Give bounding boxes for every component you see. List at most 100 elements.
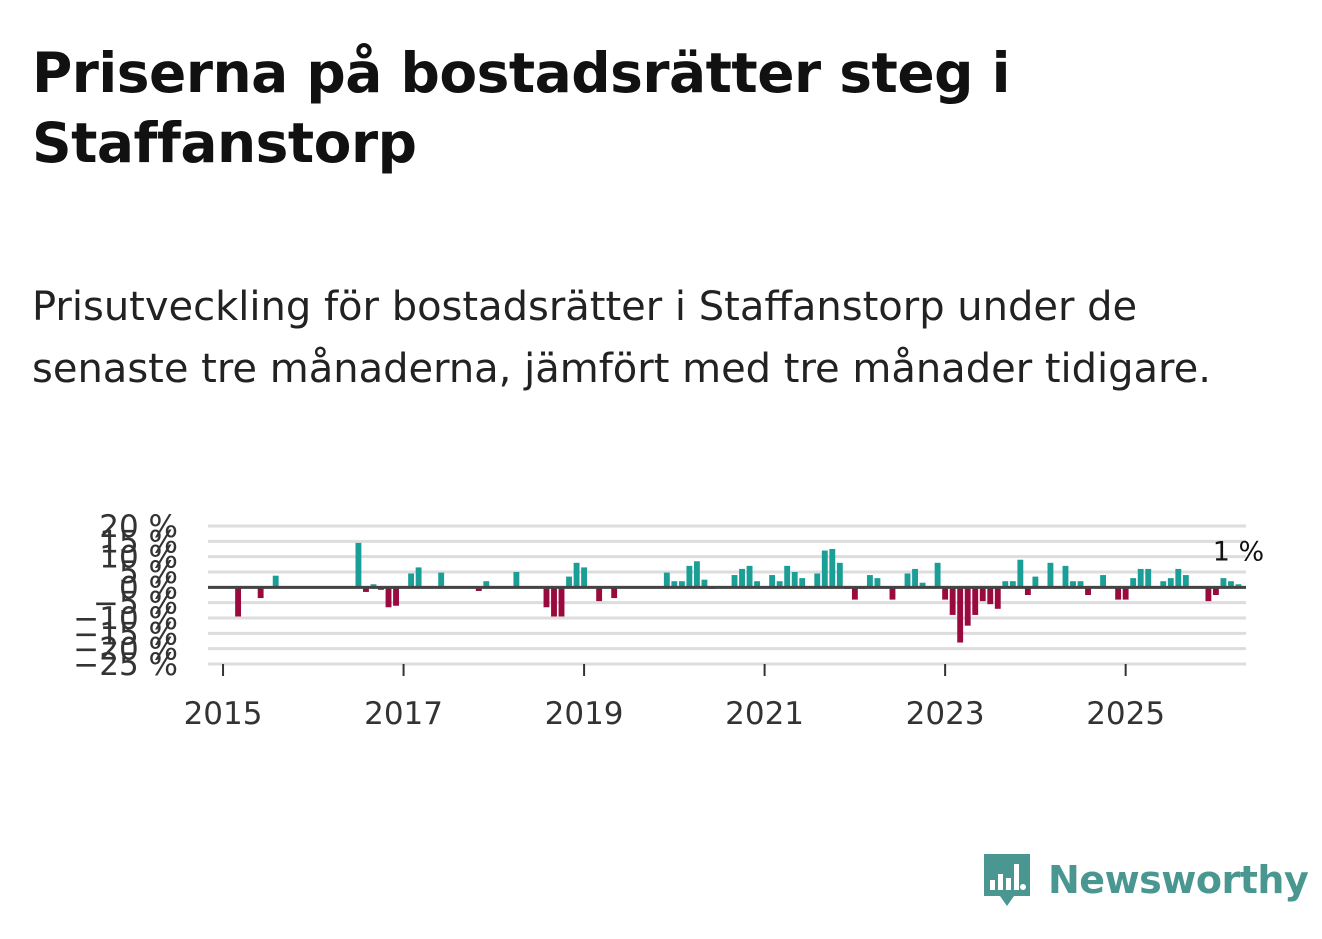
bar [1167,578,1174,588]
bar [904,573,911,588]
bar [693,561,700,588]
bar [957,587,964,643]
bar [829,549,836,588]
bar-chart-speech-bubble-icon [984,854,1030,906]
bar [543,587,550,608]
bar [1175,568,1182,588]
y-tick-label: −10 % [73,601,178,637]
bar [551,587,557,617]
bar [987,587,994,605]
bar [1130,578,1137,588]
bar [799,578,806,588]
y-tick-label: 0 % [119,570,178,606]
bar [994,587,1001,609]
bar [1017,559,1024,588]
bar-chart: 20 %15 %10 %5 %0 %−5 %−10 %−15 %−20 %−25… [73,509,1264,732]
bar [678,581,685,588]
bar [370,584,377,588]
bar [972,587,979,615]
bar [1002,581,1009,588]
bar [581,567,588,588]
bar [851,587,858,600]
bar [731,575,738,588]
y-tick-label: −20 % [73,632,178,668]
bar [438,572,445,588]
bars [235,542,1242,643]
chart-title: Priserna på bostadsrätter steg i Staffan… [32,41,1011,175]
bar [1235,584,1242,588]
bar [1182,575,1189,588]
chart-subtitle: Prisutveckling för bostadsrätter i Staff… [32,284,1211,392]
bar [874,578,881,588]
bar [1009,581,1016,588]
bar [573,562,580,588]
bar [791,572,798,588]
bar [1024,587,1031,595]
bar [1085,587,1091,595]
bar [784,565,791,588]
bar [363,587,369,592]
bar [671,581,678,588]
y-tick-label: −25 % [73,647,178,683]
bar [1228,581,1234,588]
x-tick-label: 2015 [184,696,263,732]
bar [701,579,708,588]
y-tick-label: 15 % [99,524,178,560]
x-tick-label: 2025 [1086,696,1165,732]
bar [776,581,783,588]
bar [919,582,926,588]
bar [1077,581,1084,588]
newsworthy-logo: Newsworthy [980,850,1309,910]
bar [257,587,264,599]
bar [1032,576,1039,588]
bar [964,587,971,626]
y-tick-label: −5 % [93,586,178,622]
bar [739,568,745,588]
bar [814,573,821,588]
x-tick-label: 2019 [545,696,624,732]
bar [596,587,603,602]
bar [866,575,873,588]
bar [272,575,279,588]
y-tick-label: 5 % [119,555,178,591]
bar [1160,581,1167,588]
bar [1122,587,1129,600]
bar [235,587,242,617]
bar [979,587,986,602]
bar [746,565,753,588]
bar [393,587,399,606]
bar [912,568,918,588]
y-tick-label: −15 % [73,616,178,652]
bar [1047,562,1054,588]
bar [558,587,565,617]
bar [1137,568,1144,588]
bar [942,587,949,600]
bar [1220,578,1227,588]
x-axis: 2015 2017 2019 2021 2023 2025 [184,664,1165,732]
bar [385,587,392,608]
bar [821,550,828,588]
x-tick-label: 2017 [364,696,443,732]
bar [566,576,572,588]
x-tick-label: 2021 [725,696,804,732]
bar [1212,587,1219,595]
bar [1062,565,1069,588]
last-value-label: 1 % [1213,536,1264,567]
bar [355,542,362,588]
bar [663,572,670,588]
x-tick-label: 2023 [906,696,985,732]
bar [889,587,896,600]
bar [754,581,761,588]
y-tick-label: 20 % [99,509,178,545]
bar [1100,575,1107,588]
bar [475,587,482,592]
y-axis-labels: 20 %15 %10 %5 %0 %−5 %−10 %−15 %−20 %−25… [73,509,178,683]
bar [408,573,415,588]
bar [769,575,776,588]
bar [611,587,618,599]
bar [1145,568,1152,588]
bar [483,581,490,588]
bar [949,587,956,615]
logo-text: Newsworthy [1048,858,1309,902]
bar [415,567,422,588]
